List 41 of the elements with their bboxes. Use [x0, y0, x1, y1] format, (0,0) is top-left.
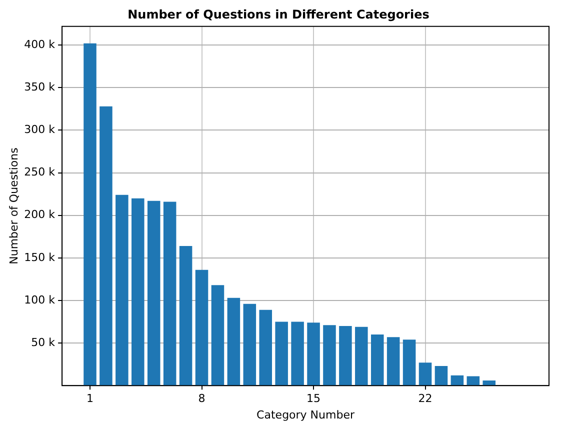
bar — [227, 298, 240, 386]
y-tick-label: 100 k — [24, 293, 56, 306]
bar — [482, 380, 496, 386]
bar — [450, 375, 464, 386]
bar — [179, 246, 192, 386]
bar — [386, 337, 400, 386]
bar — [323, 325, 336, 386]
bar — [259, 310, 272, 386]
y-tick-label: 50 k — [31, 336, 56, 349]
x-tick-label: 8 — [198, 392, 206, 406]
bar — [84, 43, 96, 386]
bar — [132, 198, 144, 386]
bar — [418, 362, 432, 386]
y-tick-label: 250 k — [24, 166, 56, 179]
bar — [100, 106, 112, 386]
bar — [163, 202, 176, 386]
bar — [355, 326, 368, 386]
bar — [147, 200, 160, 386]
y-axis-title: Number of Questions — [7, 147, 20, 264]
bar — [275, 322, 288, 386]
x-axis-title: Category Number — [256, 408, 355, 422]
y-tick-label: 400 k — [24, 38, 56, 51]
x-tick-label: 22 — [418, 392, 432, 406]
bar — [243, 304, 256, 386]
y-tick-label: 350 k — [24, 80, 56, 94]
bar — [195, 270, 208, 386]
y-tick-label: 150 k — [24, 250, 56, 264]
bar — [116, 194, 128, 386]
y-tick-label: 200 k — [24, 208, 56, 222]
bar — [370, 334, 384, 386]
x-tick-label: 1 — [86, 392, 94, 406]
y-tick-label: 300 k — [24, 123, 56, 136]
bar — [307, 322, 320, 386]
bar — [466, 376, 480, 386]
bar — [402, 340, 416, 386]
bar — [291, 322, 304, 386]
bar — [434, 366, 448, 386]
bar — [339, 326, 352, 386]
bar — [211, 285, 224, 386]
x-tick-label: 15 — [306, 392, 321, 406]
chart-title: Number of Questions in Different Categories — [128, 7, 430, 22]
